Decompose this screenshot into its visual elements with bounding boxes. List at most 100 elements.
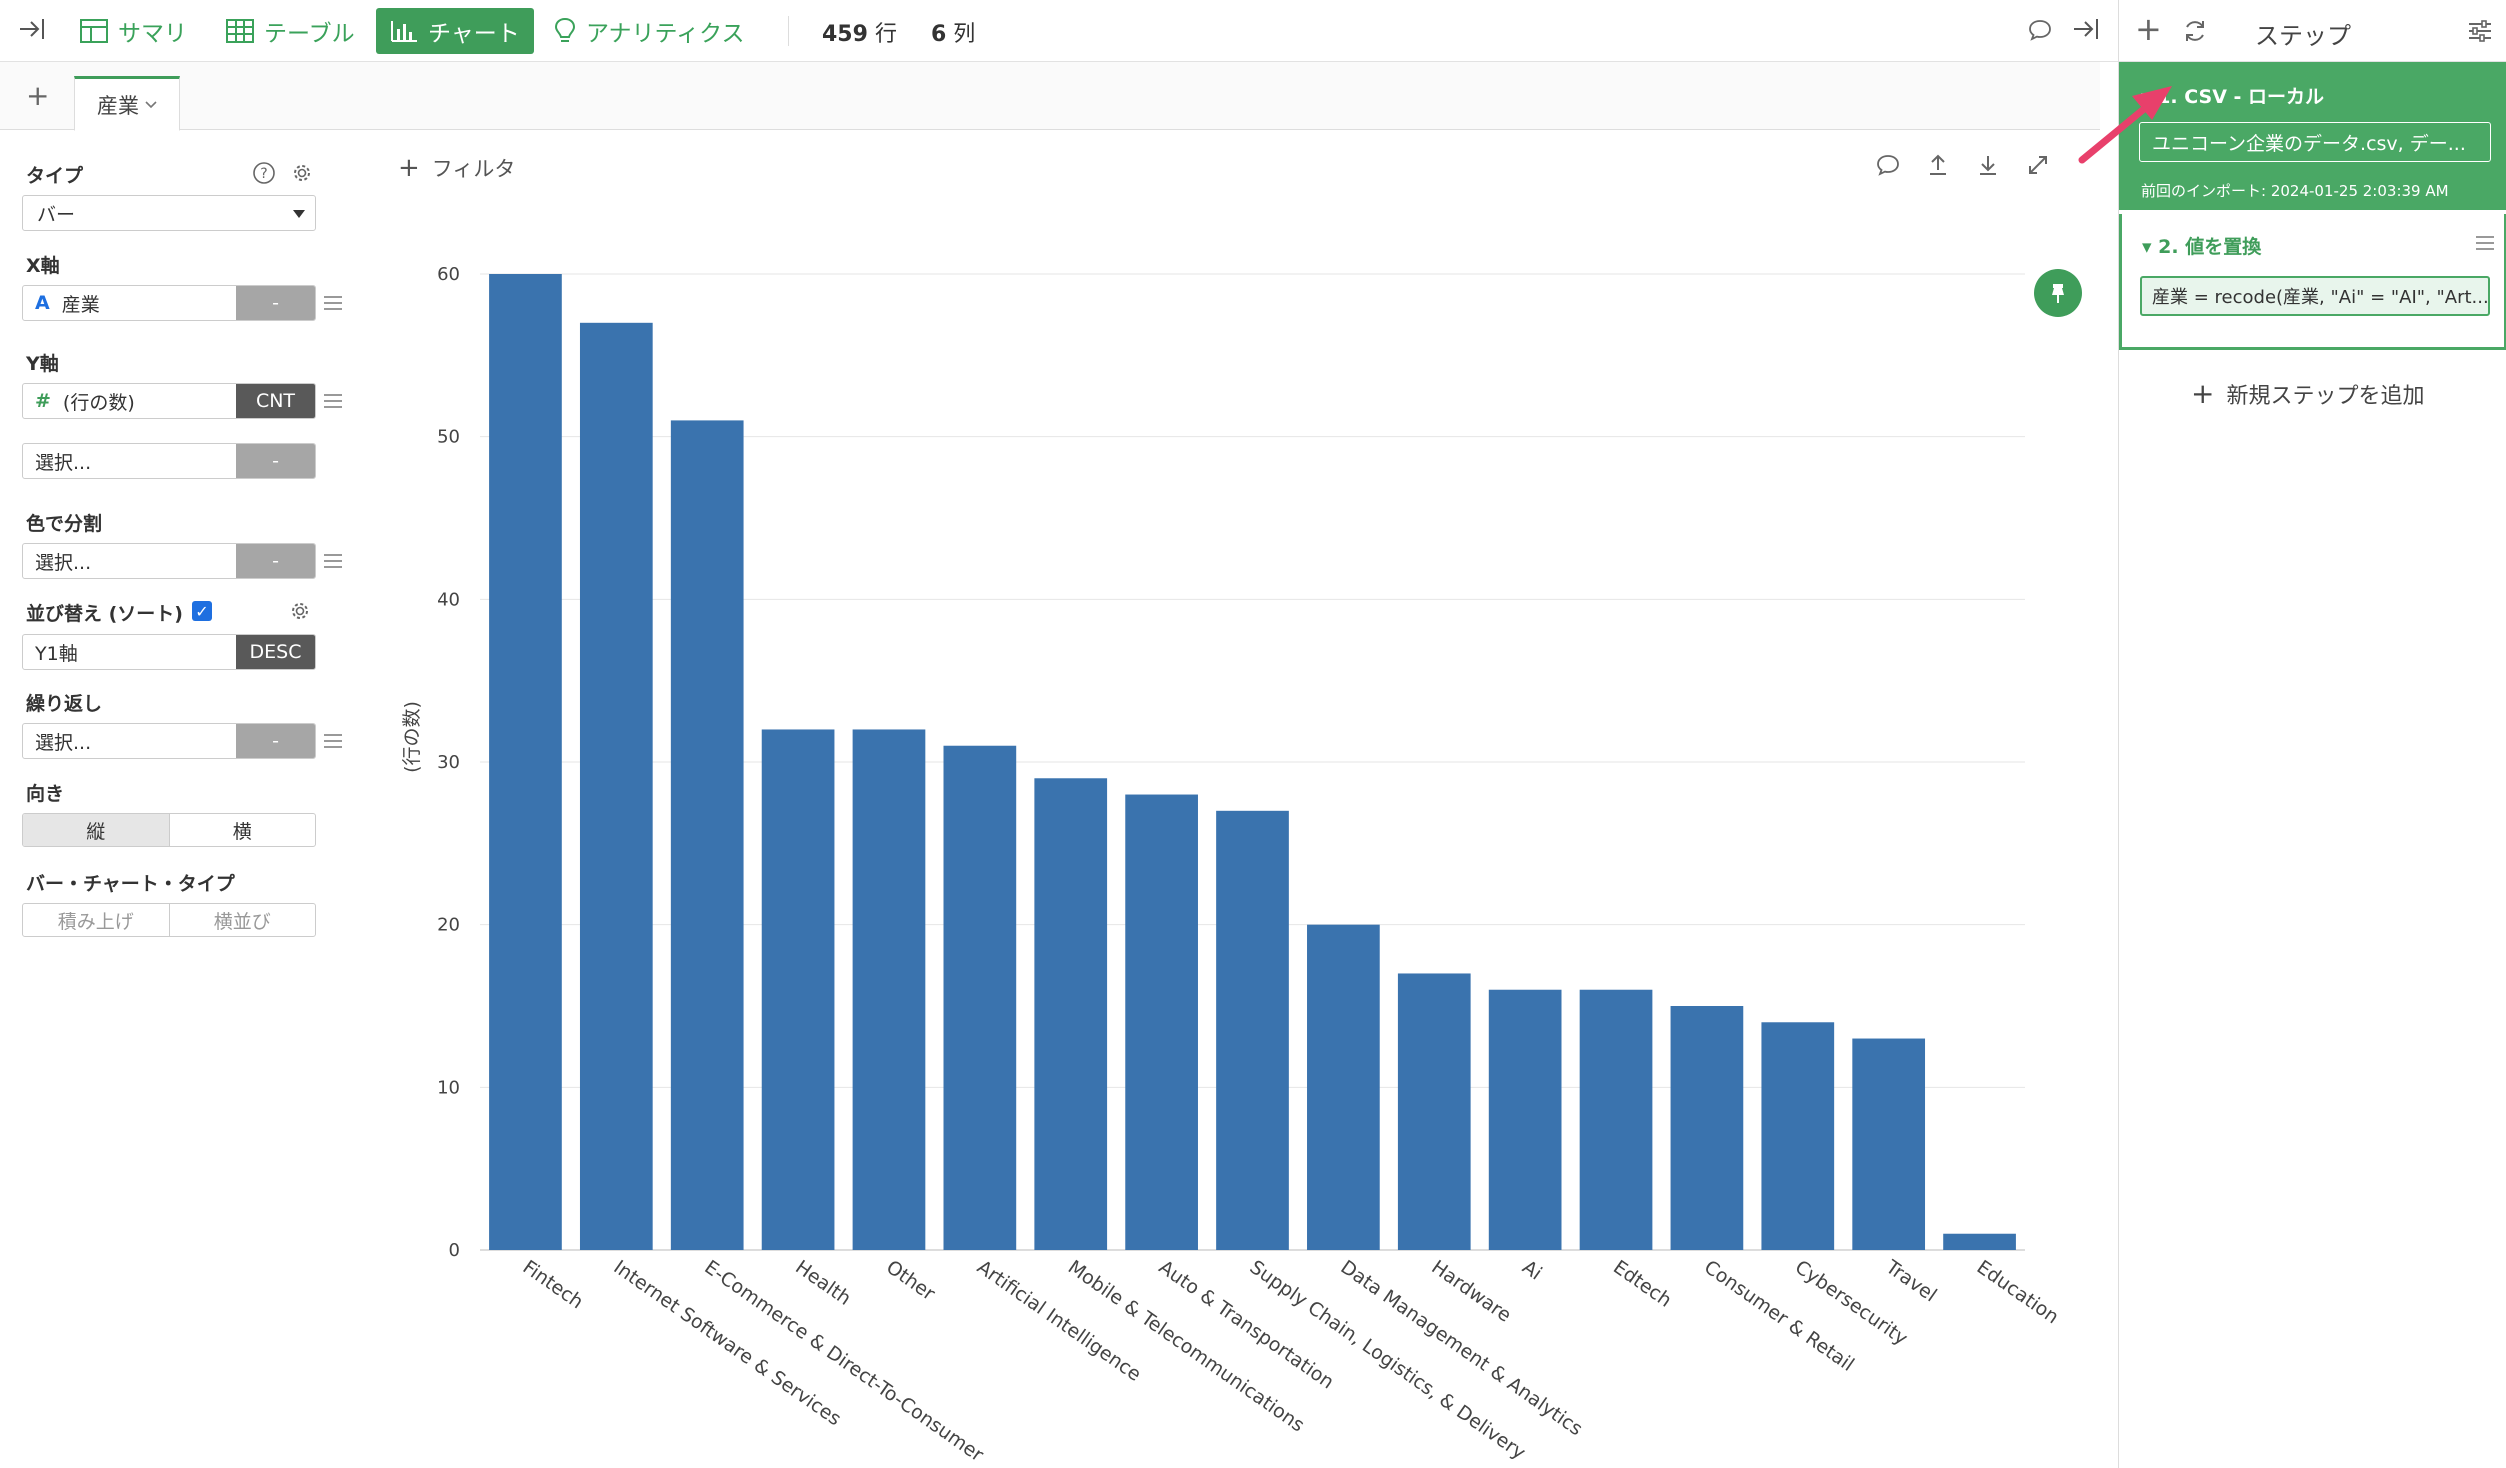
step-2-expression[interactable]: 産業 = recode(産業, "Ai" = "AI", "Art...	[2140, 276, 2490, 316]
bar[interactable]	[579, 322, 653, 1250]
filter-label: フィルタ	[431, 157, 516, 181]
chart-type-select[interactable]: バー	[22, 195, 316, 231]
add-new-step-button[interactable]: + 新規ステップを追加	[2191, 378, 2424, 410]
bar-type-stacked[interactable]: 積み上げ	[57, 910, 134, 933]
x-tick-label: Fintech	[519, 1256, 588, 1313]
y-axis-agg-button[interactable]: CNT	[236, 384, 315, 418]
bar[interactable]	[670, 420, 744, 1250]
x-tick-label: Education	[1973, 1256, 2063, 1328]
bar-chart-icon	[391, 21, 417, 42]
add-tab-button[interactable]: +	[26, 79, 50, 112]
col-count: 6 列	[930, 22, 976, 47]
orientation-toggle: 縦 横	[22, 813, 316, 847]
bar[interactable]	[1488, 989, 1562, 1250]
bar[interactable]	[1216, 810, 1289, 1250]
sort-order-button[interactable]: DESC	[236, 635, 315, 669]
bar[interactable]	[1397, 973, 1471, 1250]
expand-icon[interactable]	[2026, 153, 2050, 177]
repeat-placeholder: 選択...	[35, 731, 92, 754]
bar[interactable]	[489, 274, 562, 1250]
x-tick-label: Travel	[1881, 1256, 1941, 1307]
bar[interactable]	[1852, 1038, 1926, 1250]
lightbulb-icon	[554, 17, 576, 42]
y-axis-title: (行の数)	[401, 701, 423, 773]
x-tick-label: Health	[791, 1256, 855, 1310]
refresh-icon[interactable]	[2181, 17, 2209, 45]
sort-field-value: Y1軸	[35, 642, 78, 665]
orientation-vertical[interactable]: 縦	[23, 814, 169, 846]
bar[interactable]	[852, 729, 926, 1250]
y-tick-label: 40	[437, 589, 460, 610]
repeat-menu-icon[interactable]	[324, 734, 342, 748]
chart-type-value: バー	[37, 203, 76, 226]
x-tick-label: Hardware	[1427, 1256, 1515, 1327]
chart-tab-current[interactable]: 産業	[74, 76, 180, 131]
orientation-label: 向き	[26, 783, 65, 805]
tab-table-label: テーブル	[264, 21, 355, 47]
repeat-label: 繰り返し	[26, 693, 103, 715]
repeat-agg-button[interactable]: -	[236, 724, 315, 758]
tab-analytics[interactable]: アナリティクス	[540, 8, 758, 54]
x-axis-field[interactable]: A 産業 -	[22, 285, 316, 321]
plus-icon: +	[2191, 377, 2215, 410]
upload-icon[interactable]	[1926, 153, 1950, 177]
steps-title: ステップ	[2255, 22, 2351, 50]
bar-type-side-by-side[interactable]: 横並び	[168, 904, 316, 936]
color-split-agg-button[interactable]: -	[236, 544, 315, 578]
tab-chart[interactable]: チャート	[376, 8, 534, 54]
tab-summary[interactable]: サマリ	[66, 8, 201, 54]
chart-config-panel: タイプ ? バー X軸 A 産業 - Y軸 # (行の数)	[0, 131, 380, 1468]
pin-button[interactable]	[2034, 269, 2082, 317]
bar[interactable]	[1943, 1233, 2016, 1250]
comment-icon[interactable]	[2028, 18, 2052, 42]
add-step-plus-icon[interactable]: +	[2135, 10, 2162, 48]
orientation-horizontal[interactable]: 横	[168, 814, 316, 846]
x-axis-label: X軸	[26, 255, 60, 277]
plus-icon: +	[398, 153, 420, 183]
steps-panel: + ステップ ▾ 1. CSV - ローカル ユニコーン企業のデータ.csv, …	[2118, 0, 2506, 1468]
bar[interactable]	[761, 729, 835, 1250]
tab-analytics-label: アナリティクス	[586, 21, 745, 47]
bar[interactable]	[1307, 924, 1380, 1250]
y2-axis-placeholder: 選択...	[35, 451, 92, 474]
color-split-placeholder: 選択...	[35, 551, 92, 574]
color-split-menu-icon[interactable]	[324, 554, 342, 568]
tab-table[interactable]: テーブル	[212, 8, 369, 54]
sort-checkbox[interactable]: ✓	[192, 601, 212, 621]
y2-axis-agg-button[interactable]: -	[236, 444, 315, 478]
step-2-menu-icon[interactable]	[2476, 236, 2494, 250]
add-filter-button[interactable]: + フィルタ	[398, 153, 515, 183]
help-icon[interactable]: ?	[252, 161, 276, 185]
repeat-field[interactable]: 選択... -	[22, 723, 316, 759]
collapse-left-icon[interactable]	[16, 14, 46, 44]
y-axis-field-name: # (行の数)	[23, 388, 236, 415]
bar[interactable]	[1670, 1006, 1744, 1250]
settings-sliders-icon[interactable]	[2467, 18, 2493, 44]
bar[interactable]	[943, 745, 1017, 1250]
bar[interactable]	[1579, 989, 1653, 1250]
summary-icon	[80, 19, 108, 43]
x-axis-menu-icon[interactable]	[324, 296, 342, 310]
color-split-field[interactable]: 選択... -	[22, 543, 316, 579]
bar[interactable]	[1125, 794, 1198, 1250]
bar[interactable]	[1761, 1022, 1835, 1250]
y-axis-field[interactable]: # (行の数) CNT	[22, 383, 316, 419]
x-axis-agg-button[interactable]: -	[236, 286, 315, 320]
step-replace-values[interactable]: ▾ 2. 値を置換 産業 = recode(産業, "Ai" = "AI", "…	[2119, 214, 2506, 350]
chart-comment-icon[interactable]	[1876, 153, 1900, 177]
gear-icon[interactable]	[290, 161, 314, 185]
sort-field[interactable]: Y1軸 DESC	[22, 634, 316, 670]
sort-gear-icon[interactable]	[288, 599, 312, 623]
y-tick-label: 50	[437, 427, 460, 448]
y-axis-menu-icon[interactable]	[324, 394, 342, 408]
download-icon[interactable]	[1976, 153, 2000, 177]
add-step-label: 新規ステップを追加	[2226, 384, 2425, 409]
bar[interactable]	[1034, 778, 1108, 1250]
step-csv-local[interactable]: ▾ 1. CSV - ローカル ユニコーン企業のデータ.csv, デー... 前…	[2119, 62, 2506, 210]
row-col-counts: 459 行 6 列	[822, 16, 975, 48]
collapse-right-icon[interactable]	[2070, 14, 2100, 44]
y2-axis-field[interactable]: 選択... -	[22, 443, 316, 479]
step-1-file[interactable]: ユニコーン企業のデータ.csv, デー...	[2139, 122, 2491, 162]
